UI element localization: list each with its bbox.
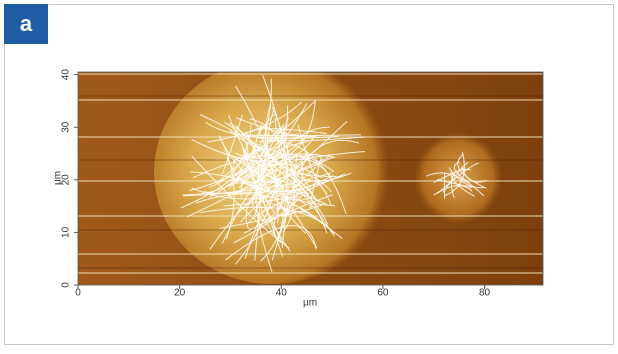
x-tick-label: 80	[479, 288, 491, 299]
y-tick-label: 40	[61, 69, 72, 81]
x-tick-label: 20	[174, 288, 186, 299]
y-tick-label: 20	[61, 174, 72, 186]
figure: a µm µm 020406080010203040	[0, 0, 618, 349]
y-tick-label: 0	[61, 282, 72, 288]
y-tick-label: 10	[61, 226, 72, 238]
x-tick-label: 0	[75, 288, 81, 299]
panel-label: a	[20, 11, 33, 36]
x-tick-label: 40	[276, 288, 288, 299]
afm-image	[78, 60, 543, 285]
x-tick-label: 60	[377, 288, 389, 299]
x-axis-label: µm	[303, 298, 317, 309]
y-tick-label: 30	[61, 121, 72, 133]
